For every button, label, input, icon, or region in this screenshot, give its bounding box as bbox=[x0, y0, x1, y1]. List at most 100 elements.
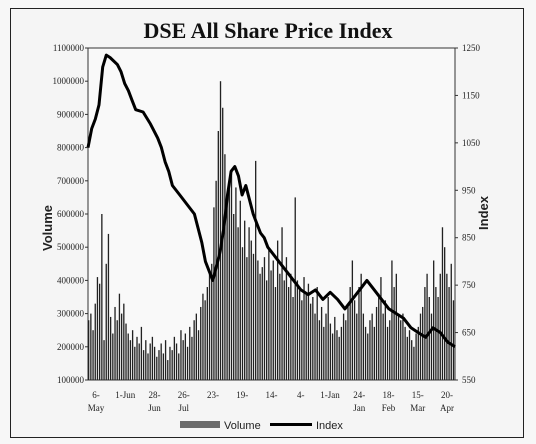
y-left-tick-label: 300000 bbox=[57, 309, 85, 319]
volume-bar bbox=[380, 277, 382, 380]
y-right-tick-label: 750 bbox=[462, 280, 476, 290]
volume-bar bbox=[191, 336, 193, 380]
volume-bar bbox=[404, 326, 406, 380]
volume-bar bbox=[200, 306, 202, 380]
volume-bar bbox=[202, 293, 204, 380]
x-tick-label: 19- bbox=[236, 390, 248, 400]
volume-bar bbox=[140, 326, 143, 380]
volume-bar bbox=[145, 340, 147, 380]
volume-bar bbox=[389, 320, 391, 380]
volume-bar bbox=[329, 323, 332, 380]
x-tick-label: 26- bbox=[178, 390, 190, 400]
y-right-tick-label: 850 bbox=[462, 233, 476, 243]
volume-bar bbox=[88, 320, 90, 380]
volume-bar bbox=[382, 313, 384, 380]
volume-bar bbox=[450, 263, 452, 380]
plot-area bbox=[86, 47, 456, 381]
y-right-tick-label: 1250 bbox=[462, 43, 481, 53]
volume-bar bbox=[411, 340, 413, 380]
volume-bar bbox=[325, 313, 327, 380]
volume-bar bbox=[408, 330, 411, 380]
volume-bar bbox=[342, 313, 345, 380]
volume-bar bbox=[378, 293, 380, 380]
volume-bar bbox=[171, 350, 173, 380]
volume-bar bbox=[285, 257, 288, 380]
volume-bar bbox=[292, 297, 294, 380]
volume-bar bbox=[244, 220, 246, 380]
volume-bar bbox=[272, 260, 274, 380]
volume-bar bbox=[314, 313, 316, 380]
x-tick-label: 28- bbox=[149, 390, 161, 400]
y-right-tick-label: 1150 bbox=[462, 90, 480, 100]
volume-bar bbox=[169, 346, 171, 380]
volume-bar bbox=[195, 313, 197, 380]
volume-bar bbox=[290, 273, 292, 380]
volume-bar bbox=[235, 187, 237, 380]
tick-labels: 100000 200000 300000 400000 500000 600000 7000… bbox=[53, 43, 481, 413]
volume-bar bbox=[228, 180, 230, 380]
volume-bar bbox=[305, 293, 307, 380]
y-left-tick-label: 1100000 bbox=[53, 43, 85, 53]
volume-bar bbox=[184, 333, 187, 380]
legend-index-label: Index bbox=[316, 420, 343, 432]
volume-bar bbox=[419, 313, 422, 380]
volume-bar bbox=[105, 263, 107, 380]
x-tick-label: 23- bbox=[207, 390, 219, 400]
volume-bar bbox=[215, 180, 217, 380]
volume-bar bbox=[294, 197, 296, 380]
volume-bar bbox=[103, 340, 105, 380]
y-right-tick-label: 550 bbox=[462, 375, 476, 385]
volume-bar bbox=[193, 320, 195, 380]
volume-bar bbox=[178, 353, 180, 380]
legend-volume-label: Volume bbox=[224, 420, 261, 432]
volume-bar bbox=[226, 197, 228, 380]
y-right-axis-label: Index bbox=[476, 195, 491, 230]
volume-bar bbox=[426, 273, 428, 380]
volume-bar bbox=[233, 214, 235, 380]
y-right-tick-label: 950 bbox=[462, 185, 476, 195]
x-tick-label: Mar bbox=[410, 403, 425, 413]
volume-bar bbox=[175, 343, 178, 380]
volume-bar bbox=[393, 287, 395, 380]
volume-bar bbox=[444, 247, 446, 380]
volume-bar bbox=[358, 287, 360, 380]
volume-bar bbox=[439, 273, 441, 380]
volume-bar bbox=[283, 280, 285, 380]
volume-bar bbox=[402, 313, 404, 380]
volume-bar bbox=[413, 346, 415, 380]
volume-bar bbox=[131, 330, 134, 380]
volume-bar bbox=[428, 297, 430, 380]
volume-bar bbox=[268, 247, 270, 380]
x-tick-label: 14- bbox=[266, 390, 278, 400]
volume-bar bbox=[448, 287, 450, 380]
x-tick-label: May bbox=[88, 403, 105, 413]
volume-bar bbox=[208, 273, 211, 380]
volume-bar bbox=[276, 240, 279, 380]
x-tick-label: 1-Jan bbox=[320, 390, 340, 400]
volume-bar bbox=[446, 273, 448, 380]
volume-bar bbox=[186, 346, 189, 380]
volume-bar bbox=[114, 306, 116, 380]
y-left-tick-label: 200000 bbox=[57, 342, 85, 352]
volume-bar bbox=[351, 260, 354, 380]
volume-bar bbox=[424, 287, 426, 380]
y-left-tick-label: 500000 bbox=[57, 242, 85, 252]
volume-bar bbox=[162, 353, 165, 380]
volume-bar bbox=[303, 277, 305, 380]
y-right-tick-label: 1050 bbox=[462, 138, 481, 148]
legend: Volume Index bbox=[180, 420, 343, 432]
volume-bar bbox=[134, 346, 136, 380]
volume-bar bbox=[327, 297, 329, 380]
volume-bar bbox=[371, 313, 373, 380]
volume-bar bbox=[252, 253, 255, 380]
legend-volume-swatch bbox=[180, 421, 220, 428]
volume-bar bbox=[261, 267, 263, 380]
volume-bar bbox=[241, 247, 244, 380]
volume-bar bbox=[127, 333, 129, 380]
volume-bar bbox=[109, 316, 112, 380]
x-tick-label: Jan bbox=[353, 403, 365, 413]
volume-bar bbox=[369, 320, 371, 380]
volume-bar bbox=[270, 270, 272, 380]
volume-bar bbox=[364, 326, 367, 380]
